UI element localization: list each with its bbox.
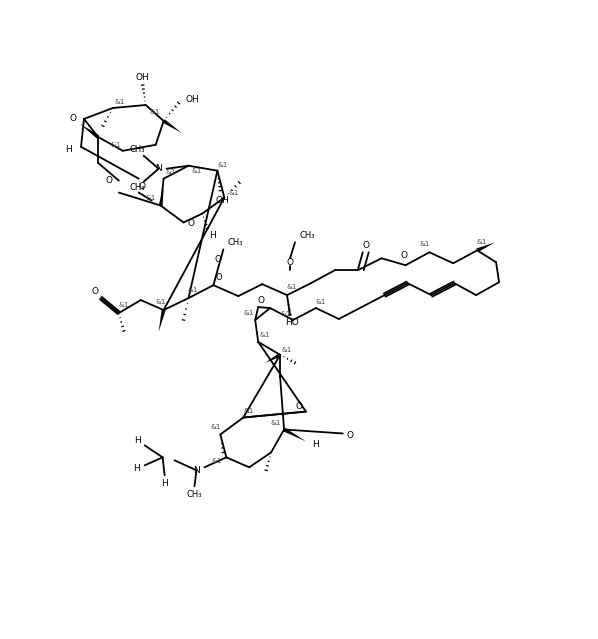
Text: O: O (69, 114, 76, 123)
Text: &1: &1 (166, 169, 176, 174)
Text: &1: &1 (210, 424, 221, 431)
Polygon shape (163, 119, 182, 133)
Text: &1: &1 (150, 109, 160, 115)
Text: &1: &1 (477, 240, 487, 245)
Text: O: O (400, 250, 407, 260)
Text: &1: &1 (282, 347, 292, 353)
Text: &1: &1 (191, 167, 202, 174)
Text: O: O (215, 273, 222, 282)
Text: CH₃: CH₃ (300, 231, 316, 240)
Text: &1: &1 (271, 420, 281, 426)
Text: &1: &1 (187, 287, 198, 293)
Polygon shape (158, 188, 164, 206)
Text: OH: OH (215, 196, 229, 205)
Polygon shape (477, 242, 495, 252)
Polygon shape (80, 124, 99, 139)
Text: H: H (313, 440, 319, 449)
Polygon shape (283, 427, 306, 442)
Text: O: O (295, 402, 303, 411)
Text: &1: &1 (111, 142, 121, 148)
Text: O: O (187, 219, 194, 228)
Text: &1: &1 (211, 458, 222, 465)
Polygon shape (158, 310, 166, 332)
Text: &1: &1 (145, 194, 156, 201)
Text: N: N (193, 466, 200, 475)
Text: OH: OH (185, 95, 199, 104)
Text: H: H (135, 436, 141, 445)
Text: &1: &1 (260, 332, 270, 338)
Text: OH: OH (136, 73, 150, 82)
Text: H: H (209, 231, 216, 240)
Text: O: O (91, 287, 99, 296)
Text: H: H (161, 479, 168, 488)
Text: &1: &1 (281, 311, 291, 317)
Text: &1: &1 (243, 408, 254, 413)
Text: N: N (155, 164, 162, 173)
Text: H: H (133, 464, 140, 473)
Text: &1: &1 (316, 299, 326, 305)
Text: O: O (346, 431, 353, 440)
Text: O: O (362, 241, 369, 250)
Text: &1: &1 (155, 299, 166, 305)
Text: CH₃: CH₃ (129, 145, 145, 154)
Text: &1: &1 (287, 284, 297, 290)
Text: O: O (138, 182, 145, 191)
Text: &1: &1 (115, 99, 125, 105)
Text: &1: &1 (118, 302, 129, 308)
Text: &1: &1 (243, 310, 254, 316)
Text: CH₃: CH₃ (129, 183, 145, 192)
Text: CH₃: CH₃ (187, 489, 202, 498)
Text: &1: &1 (217, 162, 228, 167)
Text: O: O (258, 296, 265, 305)
Text: O: O (106, 176, 113, 185)
Text: CH₃: CH₃ (227, 238, 243, 247)
Text: &1: &1 (228, 190, 239, 196)
Polygon shape (265, 353, 281, 363)
Text: O: O (286, 258, 294, 266)
Text: &1: &1 (419, 242, 429, 247)
Text: H: H (65, 145, 72, 154)
Text: HO: HO (285, 318, 299, 327)
Text: O: O (215, 255, 222, 264)
